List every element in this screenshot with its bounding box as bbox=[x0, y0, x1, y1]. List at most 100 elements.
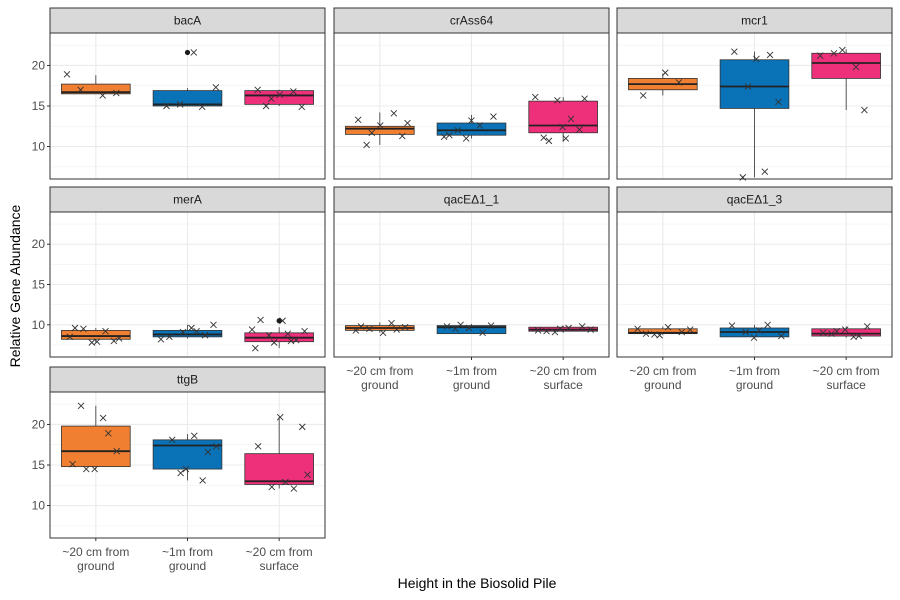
panel-border-mcr1 bbox=[616, 32, 893, 180]
strip-label-mera: merA bbox=[173, 193, 202, 207]
data-point bbox=[833, 327, 841, 335]
data-point bbox=[462, 135, 470, 142]
data-point bbox=[398, 132, 406, 140]
box-mcr1-2 bbox=[811, 52, 881, 79]
data-point bbox=[176, 101, 184, 108]
data-point bbox=[731, 48, 738, 55]
panel-border-crass64 bbox=[333, 32, 610, 180]
data-point bbox=[452, 325, 459, 333]
data-point bbox=[366, 325, 373, 333]
data-point bbox=[388, 319, 395, 327]
x-tick-label: ~20 cm from bbox=[346, 364, 413, 378]
data-point bbox=[742, 328, 749, 336]
data-point bbox=[567, 115, 575, 123]
data-point bbox=[761, 168, 769, 176]
data-point bbox=[190, 432, 198, 440]
data-point bbox=[479, 329, 486, 337]
y-tick-label: 20 bbox=[32, 237, 46, 251]
x-tick-label: surface bbox=[543, 378, 583, 392]
y-axis-title: Relative Gene Abundance bbox=[7, 204, 23, 367]
data-point bbox=[284, 330, 292, 337]
data-point bbox=[268, 483, 276, 491]
x-tick-label: ground bbox=[169, 559, 206, 573]
data-point bbox=[276, 413, 284, 421]
strip-baca bbox=[49, 7, 326, 34]
data-point bbox=[446, 131, 453, 139]
strip-mera bbox=[49, 186, 326, 213]
data-point bbox=[104, 430, 112, 437]
data-point bbox=[841, 326, 849, 333]
x-tick-label: ~20 cm from bbox=[530, 364, 597, 378]
data-point bbox=[110, 337, 118, 345]
data-point bbox=[99, 92, 106, 99]
box-mcr1-1 bbox=[719, 59, 790, 109]
data-point bbox=[545, 137, 553, 145]
data-point bbox=[210, 321, 217, 329]
data-point bbox=[554, 97, 561, 104]
data-point bbox=[744, 83, 752, 90]
data-point bbox=[254, 86, 262, 94]
data-point bbox=[777, 332, 785, 340]
data-point bbox=[728, 322, 736, 329]
data-point bbox=[551, 328, 559, 336]
data-point bbox=[63, 71, 71, 78]
data-point bbox=[262, 102, 270, 110]
box-baca-0 bbox=[61, 83, 131, 95]
x-tick-label: surface bbox=[259, 559, 299, 573]
data-point bbox=[578, 323, 586, 330]
x-tick-label: ground bbox=[644, 378, 681, 392]
data-point bbox=[69, 460, 76, 468]
data-point bbox=[830, 49, 838, 57]
data-point bbox=[279, 317, 286, 325]
data-point bbox=[298, 103, 306, 111]
data-point bbox=[352, 327, 360, 334]
data-point bbox=[543, 327, 550, 335]
y-tick-label: 15 bbox=[32, 278, 46, 292]
data-point bbox=[212, 84, 220, 91]
box-crass64-1 bbox=[436, 122, 507, 136]
data-point bbox=[540, 134, 548, 141]
data-point bbox=[80, 325, 87, 333]
data-point bbox=[298, 423, 306, 431]
data-point bbox=[248, 326, 256, 333]
data-point bbox=[651, 331, 658, 338]
data-point bbox=[476, 122, 484, 129]
data-point bbox=[304, 471, 311, 479]
data-point bbox=[764, 321, 771, 329]
data-point bbox=[368, 129, 376, 137]
data-point bbox=[642, 330, 650, 337]
data-point bbox=[454, 127, 462, 134]
data-point bbox=[379, 329, 387, 337]
strip-label-baca: bacA bbox=[174, 14, 201, 28]
y-tick-label: 20 bbox=[32, 417, 46, 431]
data-point bbox=[656, 331, 663, 339]
data-point bbox=[188, 324, 195, 332]
data-point bbox=[490, 113, 497, 120]
data-point bbox=[265, 331, 273, 339]
data-point bbox=[193, 327, 200, 335]
y-tick-label: 10 bbox=[32, 499, 46, 513]
data-point bbox=[357, 323, 365, 330]
data-point bbox=[201, 331, 209, 339]
data-point bbox=[587, 326, 594, 333]
data-point bbox=[99, 414, 107, 422]
x-tick-label: ~20 cm from bbox=[629, 364, 696, 378]
data-point bbox=[71, 324, 79, 332]
data-point bbox=[270, 339, 278, 346]
data-point bbox=[93, 338, 101, 346]
data-point bbox=[267, 95, 275, 103]
x-tick-label: ground bbox=[77, 559, 114, 573]
y-tick-label: 15 bbox=[32, 458, 46, 472]
data-point bbox=[861, 106, 868, 114]
outlier-point bbox=[184, 49, 191, 56]
data-point bbox=[686, 326, 694, 333]
data-point bbox=[177, 469, 184, 477]
data-point bbox=[199, 477, 207, 484]
x-tick-label: ~20 cm from bbox=[62, 545, 129, 559]
outlier-point bbox=[276, 318, 282, 324]
data-point bbox=[287, 337, 295, 345]
data-point bbox=[661, 69, 669, 77]
data-point bbox=[581, 95, 588, 103]
data-point bbox=[766, 51, 774, 59]
